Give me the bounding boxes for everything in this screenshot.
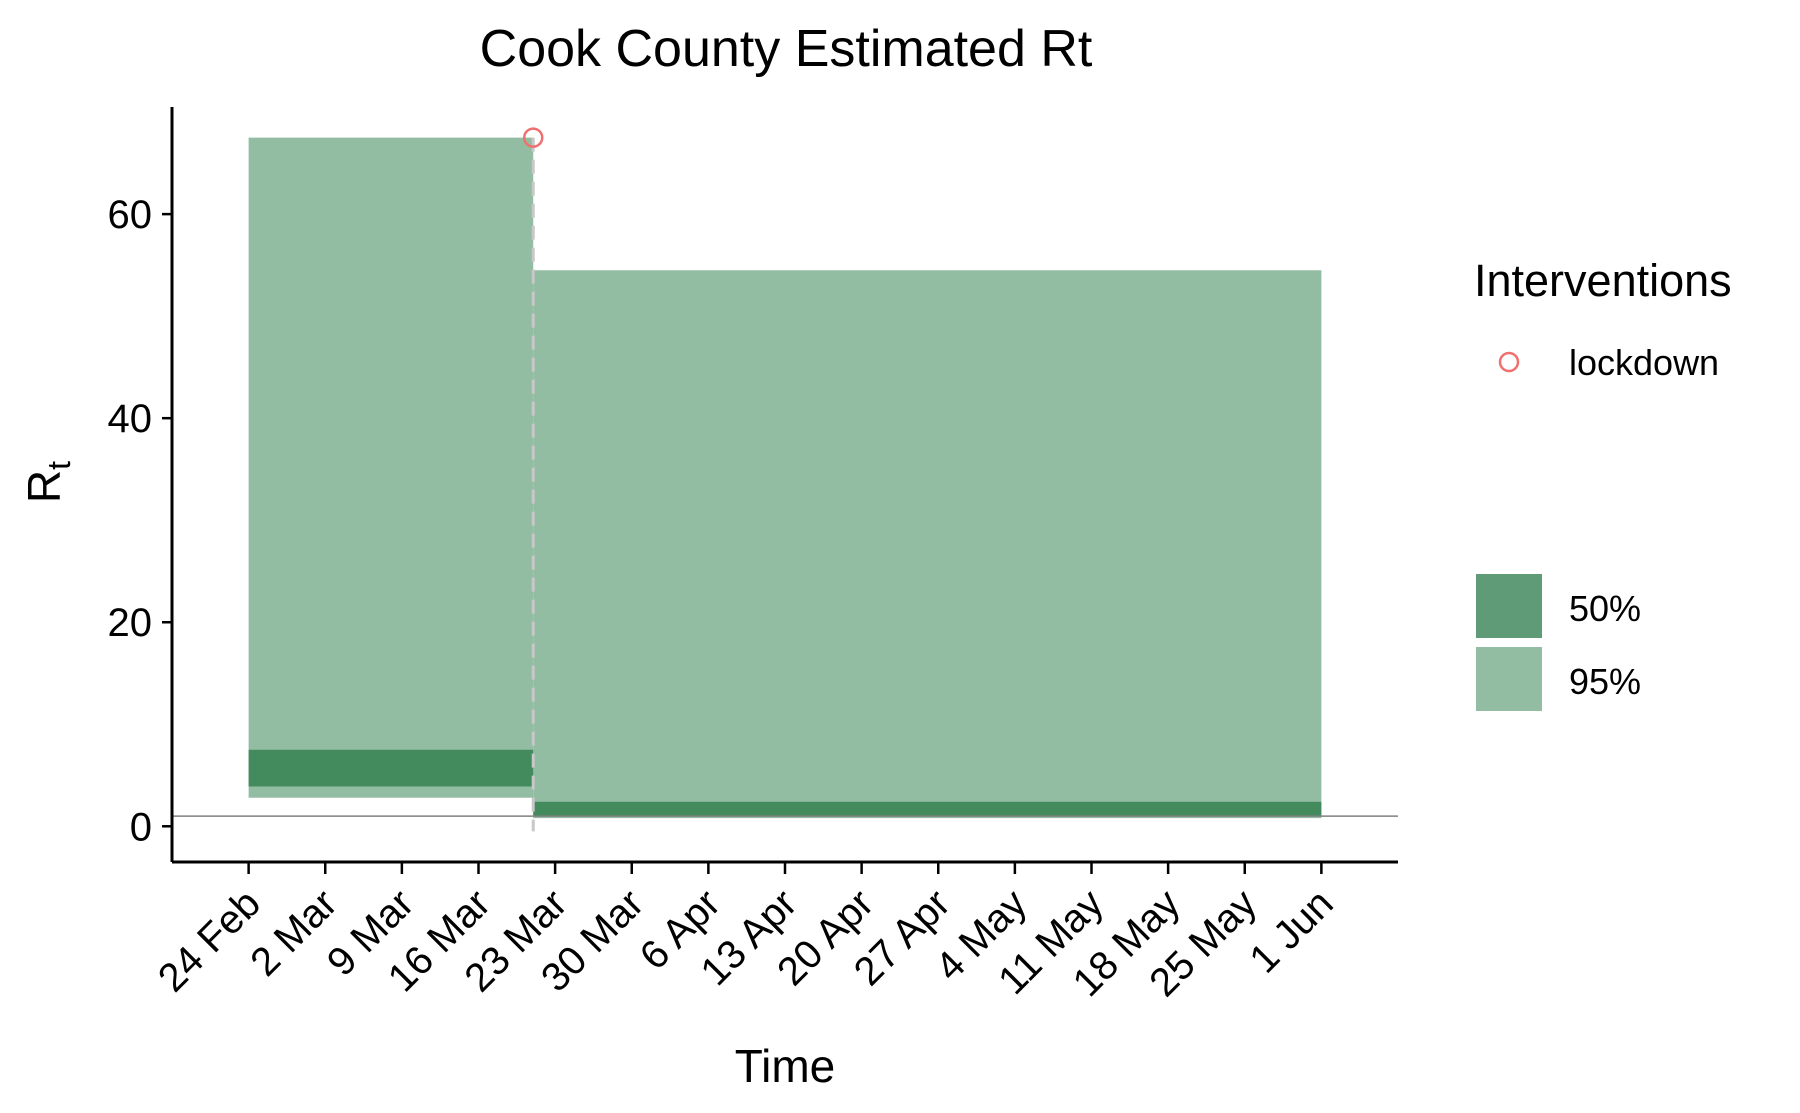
legend-label-50: 50%: [1569, 588, 1641, 629]
y-tick-label-40: 40: [108, 397, 153, 441]
x-tick-label-1: 2 Mar: [242, 881, 345, 984]
x-tick-label-14: 1 Jun: [1241, 881, 1341, 981]
y-tick-label-20: 20: [108, 601, 153, 645]
y-axis-ticks: 0 20 40 60: [108, 193, 172, 849]
reference-lines: [172, 137, 1398, 832]
intervention-markers: [522, 127, 544, 148]
ci-bands: [248, 137, 1322, 819]
y-axis-title: Rt: [18, 461, 77, 503]
legend-lockdown-marker: [1498, 351, 1520, 373]
legend-title-interventions: Interventions: [1474, 255, 1732, 306]
x-tick-label-0: 24 Feb: [150, 881, 269, 1000]
band-50pct-segment-0: [248, 749, 534, 787]
intervention-lockdown-marker: [522, 127, 544, 148]
band-50pct-segment-1: [533, 801, 1322, 817]
legend-swatch-95: [1476, 647, 1542, 711]
legend-lockdown-label: lockdown: [1569, 342, 1719, 383]
chart-title: Cook County Estimated Rt: [480, 20, 1093, 78]
x-axis-title: Time: [735, 1040, 836, 1092]
band-95pct-segment-1: [533, 270, 1322, 819]
legend-swatch-50: [1476, 574, 1542, 638]
y-tick-label-60: 60: [108, 193, 153, 237]
legend: Interventions lockdown 50% 95%: [1474, 255, 1732, 711]
y-tick-label-0: 0: [130, 805, 152, 849]
legend-label-95: 95%: [1569, 661, 1641, 702]
band-95pct-segment-0: [248, 137, 534, 798]
